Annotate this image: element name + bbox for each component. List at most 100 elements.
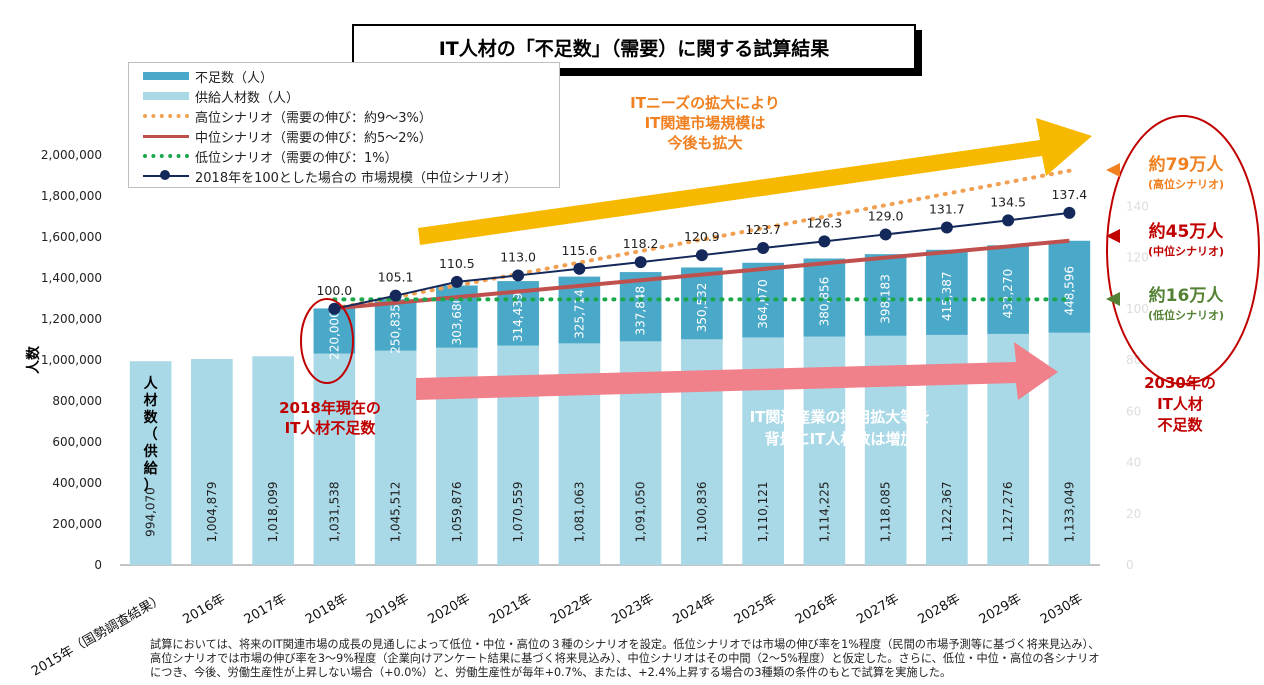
y-tick-label: 0 (94, 558, 102, 572)
market-index-label: 129.0 (868, 208, 904, 223)
shortage-2030-text: 2030年の (1144, 374, 1216, 392)
market-index-label: 126.3 (806, 215, 842, 230)
mid-value: 約45万人 (1149, 221, 1225, 242)
legend-label: 中位シナリオ（需要の伸び：約5〜2%） (195, 130, 432, 146)
legend-item: 不足数（人） (143, 67, 274, 86)
arrow-market-growth (418, 118, 1092, 245)
footnote: 試算においては、将来のIT関連市場の成長の見通しによって低位・中位・高位の３種の… (150, 638, 1100, 679)
market-index-point (879, 228, 892, 241)
market-index-point (512, 269, 525, 282)
legend-swatch (143, 67, 189, 85)
supply-value-label: 1,070,559 (511, 481, 525, 542)
legend-label: 高位シナリオ（需要の伸び：約9〜3%） (195, 110, 432, 126)
pointer-mid (1106, 229, 1120, 243)
supply-value-label: 1,110,121 (756, 481, 770, 542)
high-name: (高位シナリオ) (1148, 177, 1224, 191)
y-tick-label: 800,000 (52, 394, 102, 408)
shortage-value-label: 314,439 (511, 292, 525, 342)
supply-value-label: 1,127,276 (1001, 481, 1015, 542)
bar-supply (129, 361, 172, 565)
x-tick-label: 2019年 (364, 591, 411, 627)
legend-swatch (143, 147, 189, 165)
y-tick-label: 400,000 (52, 476, 102, 490)
legend-item: 中位シナリオ（需要の伸び：約5〜2%） (143, 127, 432, 146)
market-index-label: 131.7 (929, 202, 965, 217)
x-tick-label: 2022年 (548, 591, 595, 627)
supply-vertical-label: 給 (144, 460, 159, 477)
bar-supply (252, 356, 294, 565)
supply-growth-text: 背景にIT人材数は増加 (765, 430, 916, 448)
supply-value-label: 1,059,876 (450, 481, 464, 542)
bar-shortage (987, 245, 1029, 334)
market-index-label: 137.4 (1051, 187, 1087, 202)
shortage-value-label: 432,270 (1001, 269, 1015, 319)
market-index-point (328, 302, 341, 315)
shortage-value-label: 364,070 (756, 279, 770, 329)
shortage-value-label: 337,848 (634, 286, 648, 336)
x-tick-label: 2027年 (854, 591, 901, 627)
right-tick-label: 120 (1126, 251, 1149, 265)
shortage-value-label: 303,680 (450, 296, 464, 346)
legend-item: 低位シナリオ（需要の伸び：1%） (143, 147, 398, 166)
legend-item: 高位シナリオ（需要の伸び：約9〜3%） (143, 107, 432, 126)
supply-vertical-label: （ (144, 427, 158, 443)
supply-value-label: 1,081,063 (572, 481, 586, 542)
current-shortage-text: 2018年現在の (279, 399, 381, 417)
shortage-value-label: 350,532 (695, 283, 709, 333)
supply-value-label: 1,091,050 (634, 481, 648, 542)
market-index-point (695, 249, 708, 262)
market-growth-text: ITニーズの拡大により (630, 94, 780, 112)
market-index-label: 110.5 (439, 256, 475, 271)
x-tick-label: 2024年 (670, 591, 717, 627)
x-tick-label: 2028年 (915, 591, 962, 627)
y-tick-label: 1,200,000 (41, 312, 102, 326)
market-index-label: 115.6 (561, 243, 597, 258)
pointer-low (1106, 292, 1120, 306)
legend-label: 低位シナリオ（需要の伸び：1%） (195, 150, 398, 166)
x-tick-label: 2020年 (425, 591, 472, 627)
y-tick-label: 1,800,000 (41, 189, 102, 203)
bar-supply (374, 350, 417, 565)
market-index-label: 113.0 (500, 249, 536, 264)
x-tick-label: 2018年 (303, 591, 350, 627)
right-tick-label: 140 (1126, 199, 1149, 213)
ellipse-2018 (300, 298, 354, 384)
low-name: (低位シナリオ) (1148, 308, 1224, 322)
right-tick-label: 0 (1126, 558, 1134, 572)
supply-value-label: 1,045,512 (389, 481, 403, 542)
market-index-point (389, 289, 402, 302)
legend-label: 供給人材数（人） (195, 90, 300, 106)
x-tick-label: 2026年 (793, 591, 840, 627)
bar-shortage (619, 272, 662, 342)
supply-growth-text: IT関連産業の採用拡大等を (750, 408, 931, 426)
supply-value-label: 1,133,049 (1062, 481, 1076, 542)
bar-supply (313, 353, 356, 565)
right-tick-label: 60 (1126, 404, 1141, 418)
arrow-supply-growth (416, 342, 1058, 400)
bar-shortage (864, 254, 907, 336)
x-tick-label: 2016年 (180, 591, 227, 627)
bar-shortage (926, 249, 968, 335)
market-index-label: 120.9 (684, 229, 720, 244)
market-growth-text: 今後も拡大 (666, 134, 742, 152)
market-growth-text: IT関連市場規模は (645, 114, 766, 132)
supply-value-label: 1,122,367 (940, 481, 954, 542)
right-tick-label: 40 (1126, 456, 1141, 470)
supply-value-label: 1,031,538 (327, 481, 341, 542)
legend-label: 2018年を100とした場合の 市場規模（中位シナリオ） (195, 170, 518, 186)
shortage-value-label: 380,856 (817, 277, 831, 327)
bar-supply (191, 358, 233, 565)
market-index-label: 118.2 (623, 236, 659, 251)
legend-label: 不足数（人） (195, 70, 274, 86)
y-tick-label: 600,000 (52, 435, 102, 449)
y-tick-label: 1,600,000 (41, 230, 102, 244)
market-index-label: 134.5 (990, 194, 1026, 209)
right-tick-label: 100 (1126, 302, 1149, 316)
legend-item: 2018年を100とした場合の 市場規模（中位シナリオ） (143, 167, 518, 186)
shortage-value-label: 415,387 (940, 272, 954, 322)
supply-vertical-label: 材 (144, 392, 158, 409)
market-index-point (757, 242, 770, 255)
market-index-point (634, 256, 647, 269)
bar-shortage (374, 299, 417, 351)
